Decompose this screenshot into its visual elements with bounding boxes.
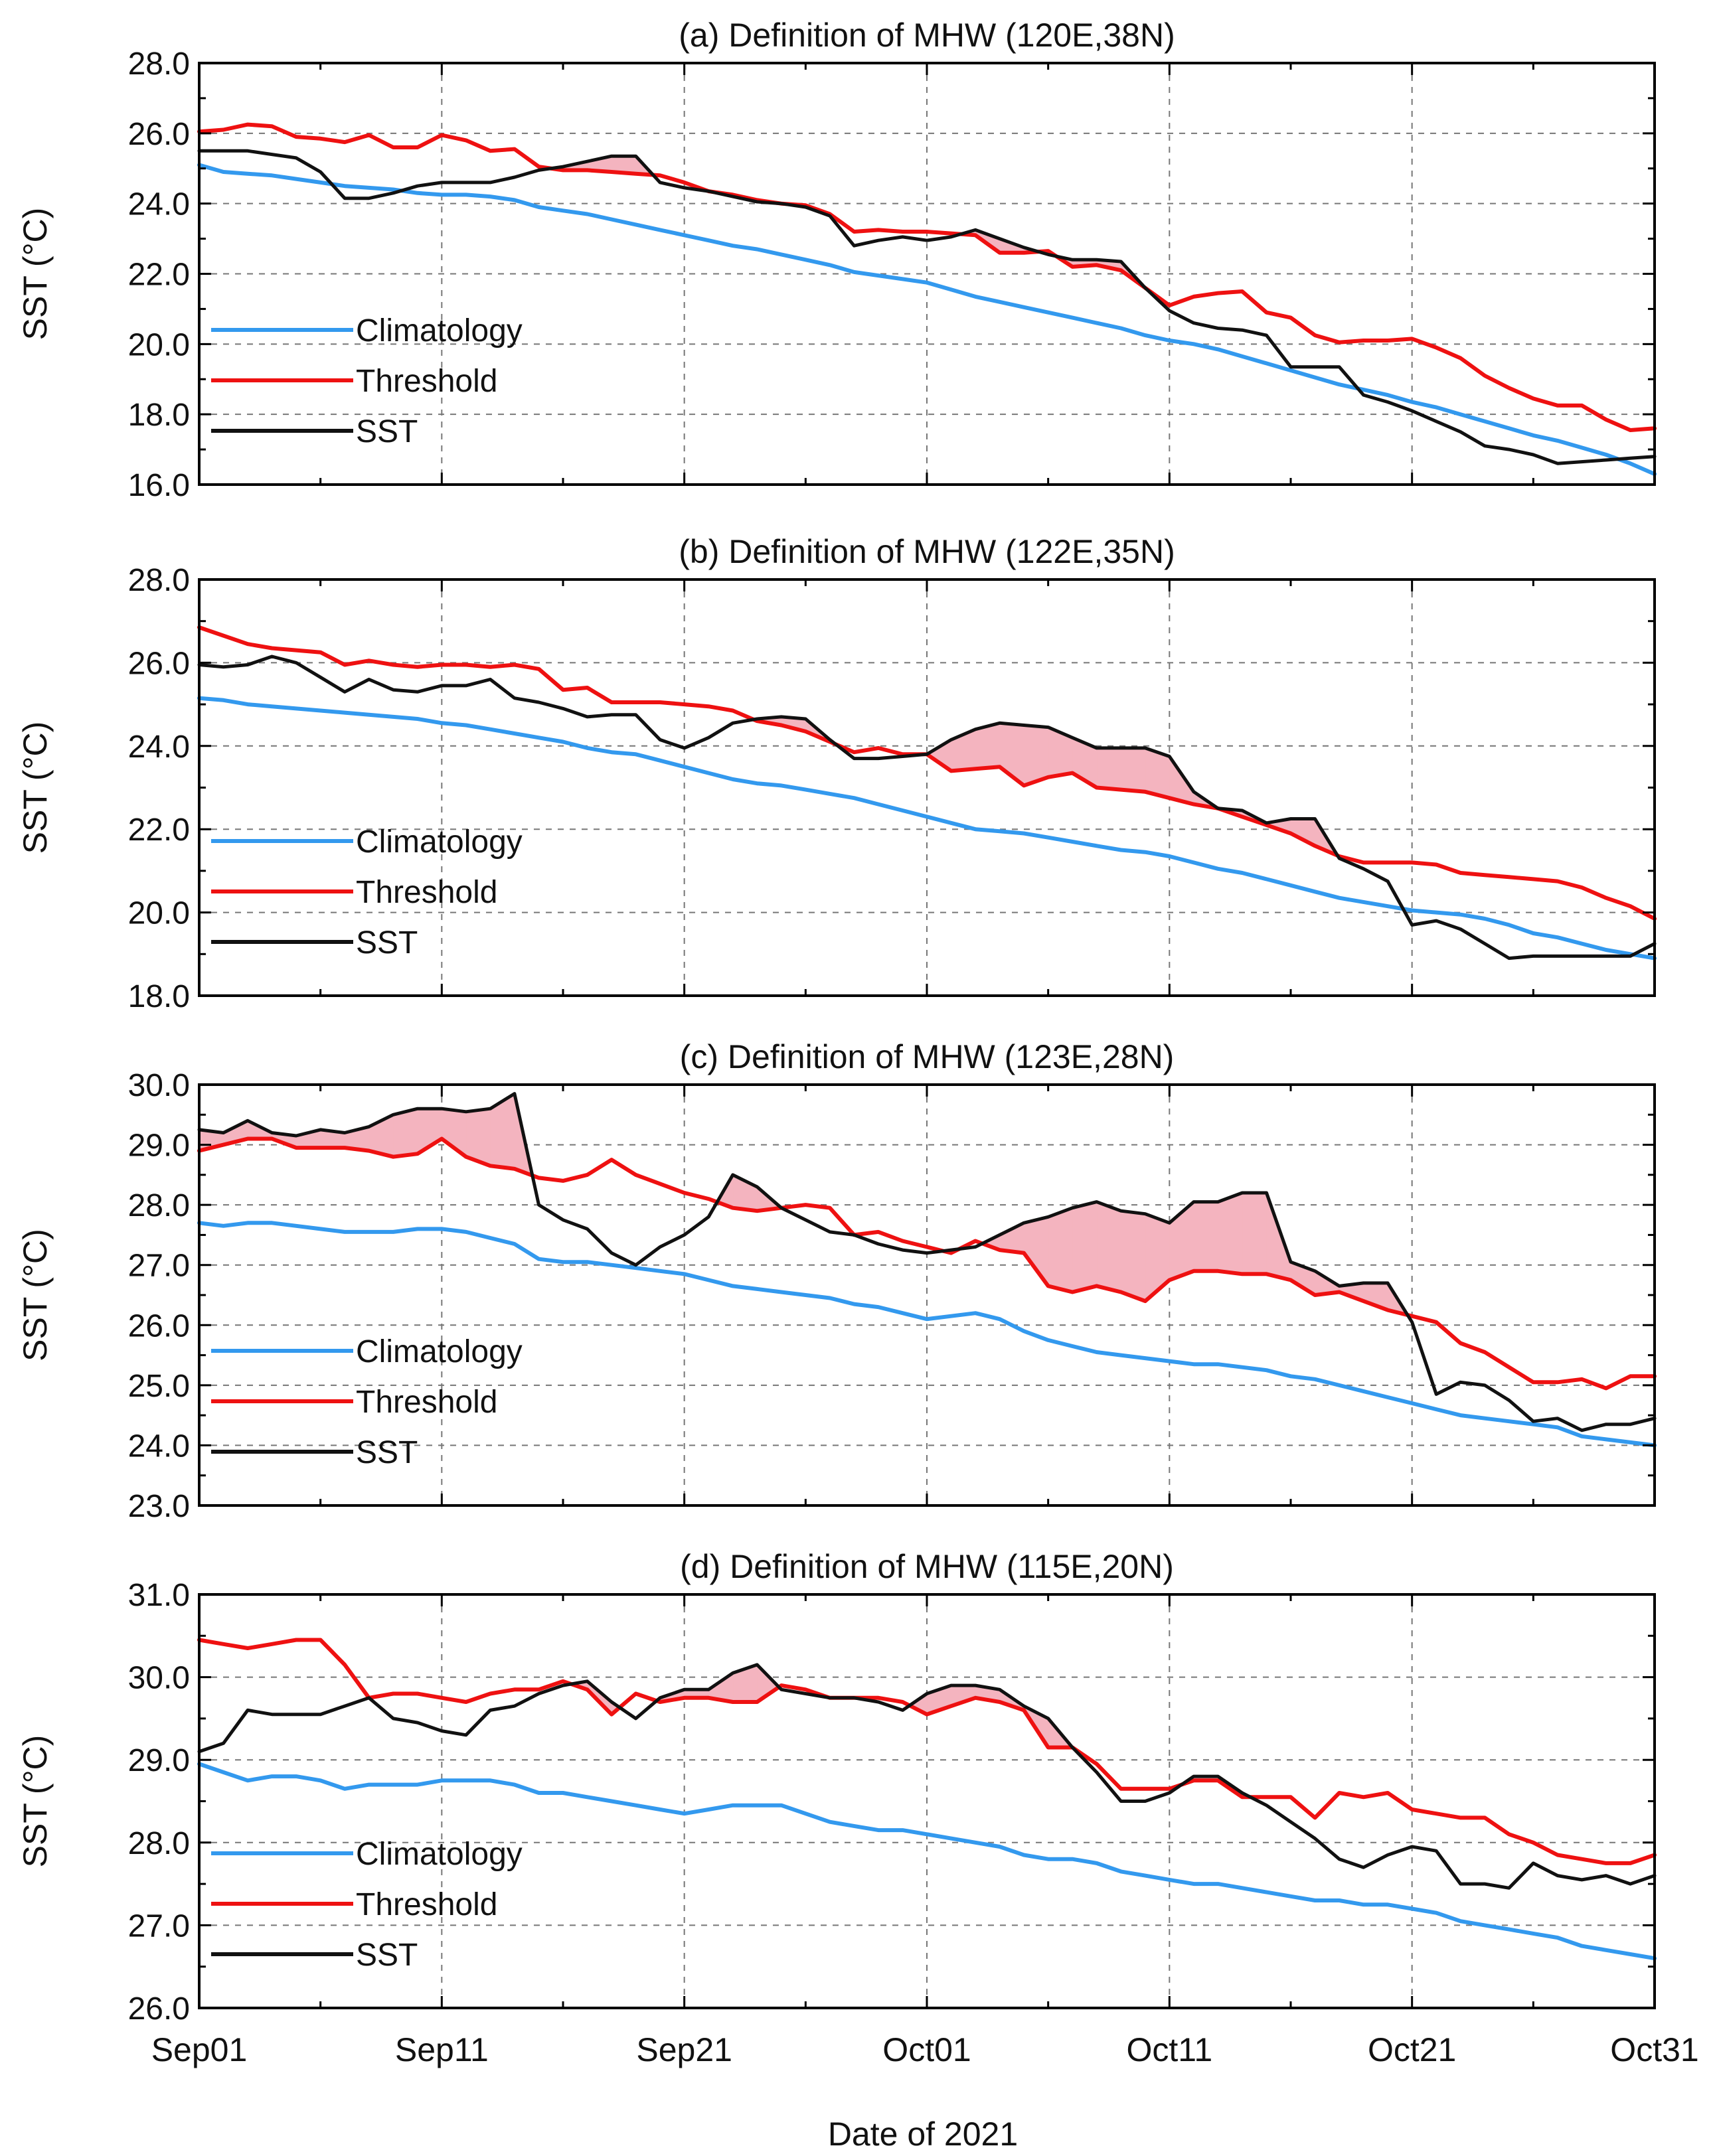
threshold-line — [197, 1638, 1657, 1865]
y-tick-label: 29.0 — [128, 1128, 190, 1164]
legend: Climatology Threshold SST — [211, 824, 523, 961]
y-tick-label: 20.0 — [128, 896, 190, 931]
legend-label-threshold: Threshold — [356, 875, 497, 910]
y-axis-title: SST (°C) — [17, 1735, 54, 1868]
y-tick-label: 24.0 — [128, 187, 190, 222]
climatology-line — [197, 163, 1657, 477]
y-tick-label: 29.0 — [128, 1743, 190, 1778]
mhw-shading — [1193, 1201, 1218, 1272]
legend-label-climatology: Climatology — [356, 824, 523, 860]
y-tick-label: 23.0 — [128, 1489, 190, 1524]
y-tick-label: 18.0 — [128, 979, 190, 1014]
legend: Climatology Threshold SST — [211, 313, 523, 449]
legend-label-threshold: Threshold — [356, 364, 497, 399]
mhw-shading — [1218, 1192, 1243, 1274]
mhw-shading — [1072, 1201, 1098, 1293]
climatology-line — [197, 1762, 1657, 1961]
y-tick-label: 26.0 — [128, 1308, 190, 1344]
mhw-shading — [1120, 747, 1146, 793]
y-tick-label: 22.0 — [128, 258, 190, 293]
x-tick-label: Oct21 — [1368, 2031, 1456, 2068]
y-tick-label: 24.0 — [128, 1428, 190, 1464]
y-tick-label: 26.0 — [128, 117, 190, 152]
y-tick-label: 16.0 — [128, 468, 190, 503]
mhw-shading — [1120, 1210, 1146, 1302]
chart-title: (a) Definition of MHW (120E,38N) — [679, 17, 1175, 54]
mhw-shading — [1096, 747, 1121, 791]
y-tick-label: 28.0 — [128, 46, 190, 82]
y-axis-title: SST (°C) — [17, 722, 54, 854]
y-tick-label: 26.0 — [128, 1991, 190, 2027]
legend-label-sst: SST — [356, 1938, 418, 1973]
x-tick-label: Sep11 — [395, 2031, 489, 2068]
x-tick-label: Sep01 — [151, 2031, 248, 2068]
y-tick-label: 27.0 — [128, 1908, 190, 1944]
legend-label-sst: SST — [356, 1435, 418, 1470]
y-axis-title: SST (°C) — [17, 208, 54, 341]
y-tick-label: 28.0 — [128, 1826, 190, 1861]
mhw-shading — [1096, 1201, 1121, 1293]
threshold-line — [197, 1136, 1657, 1391]
y-tick-label: 18.0 — [128, 398, 190, 433]
legend-label-sst: SST — [356, 414, 418, 449]
x-tick-label: Oct31 — [1610, 2031, 1698, 2068]
y-tick-label: 24.0 — [128, 730, 190, 765]
y-tick-label: 20.0 — [128, 327, 190, 362]
chart-title: (d) Definition of MHW (115E,20N) — [680, 1548, 1174, 1585]
mhw-shading — [1242, 1192, 1267, 1274]
chart-panel-c: (c) Definition of MHW (123E,28N) 23.0 24.0… — [17, 1038, 1657, 1524]
legend-label-climatology: Climatology — [356, 1334, 523, 1369]
y-tick-label: 30.0 — [128, 1068, 190, 1103]
sst-line — [197, 149, 1657, 465]
y-tick-label: 28.0 — [128, 1188, 190, 1223]
x-axis-title: Date of 2021 — [828, 2116, 1018, 2153]
y-tick-label: 27.0 — [128, 1249, 190, 1284]
legend: Climatology Threshold SST — [211, 1334, 523, 1470]
legend-label-threshold: Threshold — [356, 1887, 497, 1922]
mhw-shading — [392, 1108, 418, 1158]
sst-line — [197, 654, 1657, 961]
legend-label-threshold: Threshold — [356, 1385, 497, 1420]
sst-line — [197, 1663, 1657, 1890]
y-tick-label: 31.0 — [128, 1578, 190, 1613]
legend-label-sst: SST — [356, 925, 418, 961]
climatology-line — [197, 696, 1657, 961]
y-tick-label: 26.0 — [128, 646, 190, 681]
y-tick-label: 25.0 — [128, 1369, 190, 1404]
x-tick-label: Sep21 — [636, 2031, 732, 2068]
x-tick-label: Oct11 — [1126, 2031, 1212, 2068]
chart-panel-d: (d) Definition of MHW (115E,20N) 26.0 27.0… — [17, 1548, 1699, 2068]
chart-panel-b: (b) Definition of MHW (122E,35N) 18.0 20.0… — [17, 533, 1657, 1014]
y-axis-title: SST (°C) — [17, 1229, 54, 1361]
legend-label-climatology: Climatology — [356, 313, 523, 348]
y-tick-label: 28.0 — [128, 563, 190, 598]
x-tick-label: Oct01 — [882, 2031, 971, 2068]
legend-label-climatology: Climatology — [356, 1837, 523, 1872]
climatology-line — [197, 1221, 1657, 1448]
sst-line — [197, 1092, 1657, 1432]
chart-panel-a: (a) Definition of MHW (120E,38N) 16.0 18.0… — [17, 17, 1657, 503]
chart-title: (c) Definition of MHW (123E,28N) — [680, 1038, 1175, 1075]
chart-title: (b) Definition of MHW (122E,35N) — [679, 533, 1175, 570]
y-tick-label: 30.0 — [128, 1661, 190, 1696]
mhw-shading — [1048, 1207, 1073, 1293]
y-tick-label: 22.0 — [128, 812, 190, 848]
legend: Climatology Threshold SST — [211, 1837, 523, 1973]
threshold-line — [197, 122, 1657, 432]
